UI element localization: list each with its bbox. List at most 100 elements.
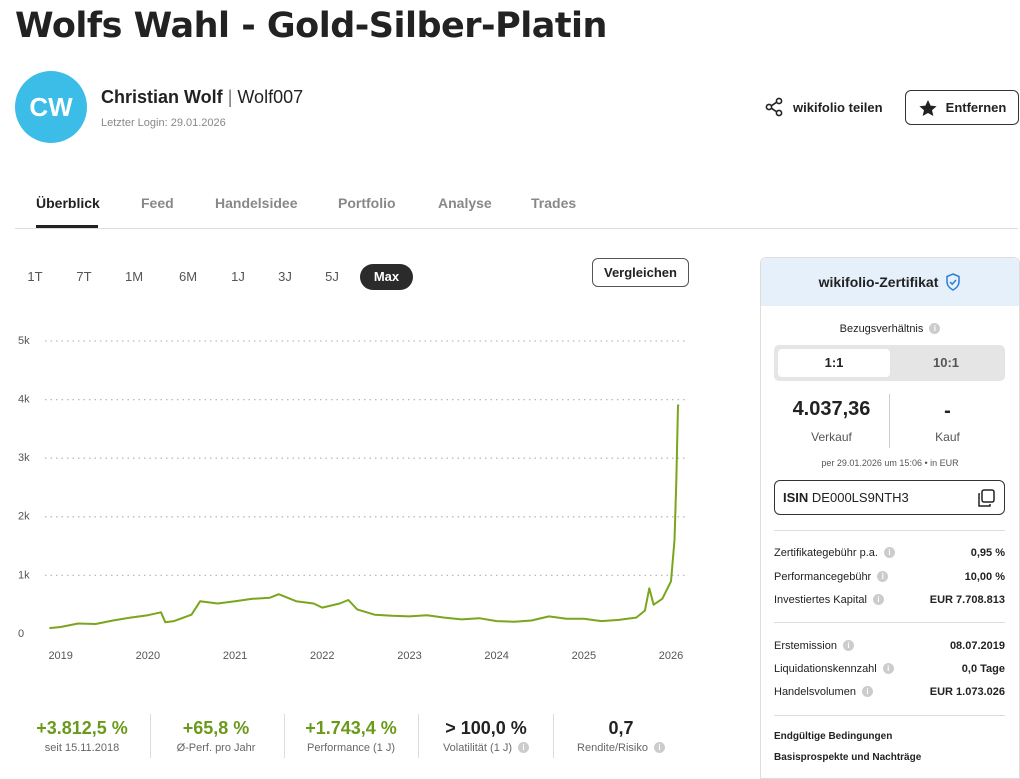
last-login: Letzter Login: 29.01.2026 [101,117,226,129]
price-line [49,404,680,630]
x-tick-label: 2025 [572,650,596,662]
tab[interactable]: Überblick [36,195,100,211]
stat-label-text: Volatilität (1 J) [442,742,513,754]
x-tick-label: 2026 [659,650,683,662]
range[interactable]: 7T [76,269,92,284]
info-label: Liquidationskennzahl i [774,663,894,675]
divider [15,228,1018,229]
separator [889,394,890,448]
range[interactable]: 3J [278,269,292,284]
x-tick-label: 2024 [484,650,508,662]
stat-label: Performance (1 J) [306,742,396,754]
y-tick-label: 1k [18,569,30,581]
divider [774,715,1005,716]
x-tick-label: 2023 [397,650,421,662]
document-link[interactable]: Basisprospekte und Nachträge [774,752,922,763]
stat-value: 0,7 [608,718,634,738]
share-icon[interactable] [765,97,785,117]
stat-value: +3.812,5 % [36,718,128,738]
info-icon[interactable]: i [877,571,889,582]
timestamp: per 29.01.2026 um 15:06 • in EUR [821,458,959,468]
separator: | [227,87,233,107]
username: Wolf007 [237,87,304,107]
fee-label-text: Investiertes Kapital [774,594,867,606]
range[interactable]: 5J [325,269,339,284]
x-tick-label: 2021 [223,650,247,662]
info-label: Handelsvolumen i [774,686,873,698]
page-title: Wolfs Wahl - Gold-Silber-Platin [15,6,607,46]
range[interactable]: 1J [231,269,245,284]
certificate-panel [760,257,1020,779]
stat-label: seit 15.11.2018 [44,742,120,754]
fee-value: 0,95 % [970,547,1005,559]
stat-value: > 100,0 % [445,718,527,738]
y-tick-label: 5k [18,335,30,347]
ratio-label: Bezugsverhältnis i [760,323,1020,335]
share[interactable]: wikifolio teilen [793,100,883,115]
info-icon[interactable]: i [882,663,894,674]
y-tick-label: 4k [18,394,30,406]
separator [284,714,285,758]
tab[interactable]: Feed [141,195,174,211]
fee-label: Performancegebühr i [774,571,889,583]
panel-title: wikifolio-Zertifikat [818,274,939,290]
document-link[interactable]: Endgültige Bedingungen [774,731,893,742]
separator [553,714,554,758]
stat-label: Volatilität (1 J) i [419,742,553,754]
range-active[interactable]: Max [360,264,413,290]
info-label-text: Liquidationskennzahl [774,663,877,675]
y-tick-label: 3k [18,452,30,464]
info-icon[interactable]: i [883,547,895,558]
x-tick-label: 2022 [310,650,334,662]
buy-label: Kauf [935,430,960,444]
author-name[interactable]: Christian Wolf [101,87,223,107]
info-label: Erstemission i [774,640,854,652]
fee-label-text: Zertifikategebühr p.a. [774,547,878,559]
info-icon[interactable]: i [653,742,665,753]
buy-price: - [944,400,951,422]
divider [774,530,1005,531]
info-icon[interactable]: i [518,742,530,753]
ratio-option[interactable]: 1:1 [778,349,890,377]
isin-label: ISIN [783,490,809,505]
fee-label: Zertifikategebühr p.a. i [774,547,895,559]
tab-underline [36,225,98,228]
info-icon[interactable]: i [842,640,854,651]
stat-value: +65,8 % [182,718,250,738]
info-icon[interactable]: i [872,594,884,605]
remove-button[interactable]: Entfernen [905,90,1019,125]
info-label-text: Erstemission [774,640,837,652]
stat-label: Ø-Perf. pro Jahr [176,742,256,754]
stat-label: Rendite/Risiko i [554,742,688,754]
info-value: 08.07.2019 [949,640,1005,652]
separator [418,714,419,758]
tab[interactable]: Analyse [438,195,492,211]
fee-label-text: Performancegebühr [774,571,872,583]
range[interactable]: 1M [124,269,144,284]
x-tick-label: 2019 [48,650,72,662]
isin-box: ISIN DE000LS9NTH3 [774,480,1005,515]
ratio-option[interactable]: 10:1 [932,355,960,370]
stat-label-text: Rendite/Risiko [577,742,648,754]
info-icon[interactable]: i [929,323,941,334]
author: Christian Wolf | Wolf007 [101,87,303,108]
range[interactable]: 1T [27,269,43,284]
x-tick-label: 2020 [136,650,160,662]
tab[interactable]: Portfolio [338,195,396,211]
avatar[interactable]: CW [15,71,87,143]
y-tick-label: 2k [18,511,30,523]
range[interactable]: 6M [178,269,198,284]
sell-label: Verkauf [811,430,852,444]
panel-header: wikifolio-Zertifikat [761,258,1019,306]
fee-value: 10,00 % [964,571,1005,583]
copy-icon[interactable] [977,489,995,507]
fee-value: EUR 7.708.813 [929,594,1005,606]
tab[interactable]: Trades [531,195,577,211]
tab[interactable]: Handelsidee [215,195,298,211]
info-icon[interactable]: i [861,686,873,697]
remove-label: Entfernen [945,100,1007,115]
separator [150,714,151,758]
compare-button[interactable]: Vergleichen [592,258,689,287]
y-tick-label: 0 [18,628,24,640]
